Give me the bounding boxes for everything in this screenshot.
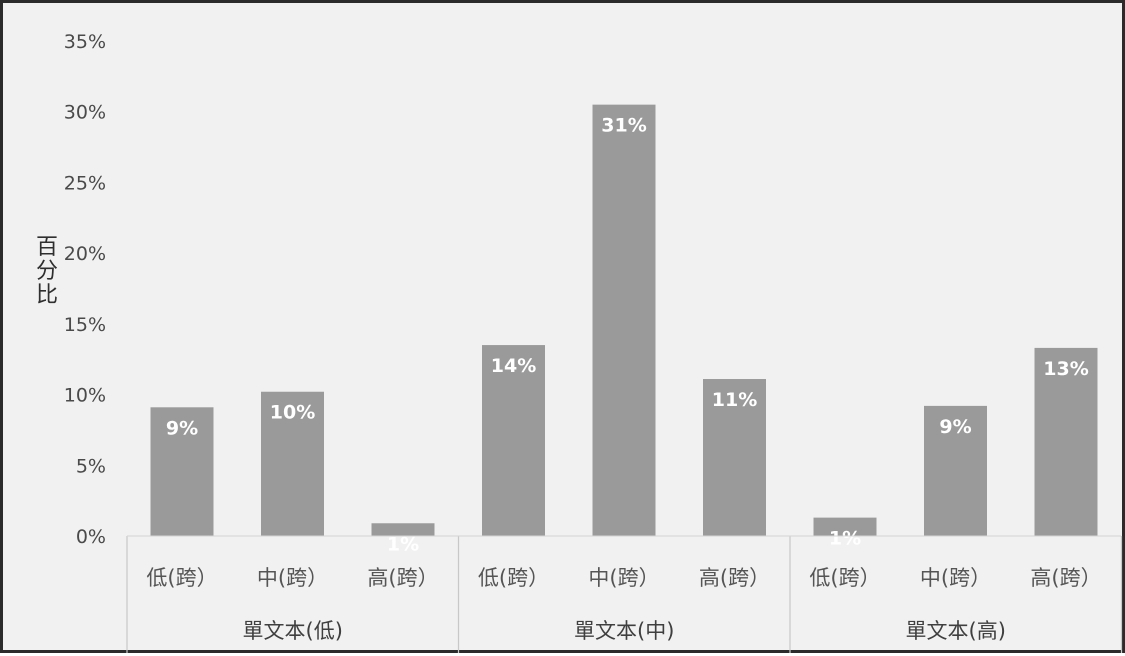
y-tick-label: 15% — [64, 314, 106, 336]
data-label: 11% — [712, 389, 757, 411]
category-label: 中(跨） — [920, 566, 991, 590]
group-label: 單文本(中) — [574, 619, 674, 643]
y-tick-label: 25% — [64, 172, 106, 194]
y-tick-label: 30% — [64, 102, 106, 124]
bar — [482, 345, 545, 536]
bar-chart: 百分比 0% 5% 10% 15% 20% 25% 30% 35% 9% 低(跨） 10% 中(跨） 1… — [36, 31, 1123, 653]
bar — [371, 523, 435, 536]
bar — [1034, 347, 1098, 536]
category-label: 高(跨） — [1030, 566, 1101, 590]
bar — [924, 405, 987, 536]
bar — [261, 391, 324, 536]
bar — [150, 407, 214, 536]
data-label: 9% — [939, 416, 971, 438]
y-axis-label-char: 分 — [36, 259, 58, 284]
data-label: 10% — [270, 402, 315, 424]
data-label: 1% — [829, 528, 861, 550]
category-label: 低(跨） — [478, 566, 549, 590]
bar — [703, 379, 766, 536]
data-label: 31% — [601, 115, 646, 137]
y-tick-label: 0% — [76, 526, 106, 548]
data-label: 13% — [1043, 358, 1088, 380]
y-axis-label-char: 比 — [36, 283, 58, 308]
bar — [592, 104, 656, 537]
y-tick-label: 10% — [64, 385, 106, 407]
bar — [813, 517, 877, 536]
data-label: 9% — [166, 417, 198, 439]
y-tick-label: 35% — [64, 31, 106, 53]
category-label: 中(跨） — [588, 566, 659, 590]
category-label: 高(跨） — [367, 566, 438, 590]
y-tick-label: 20% — [64, 243, 106, 265]
group-label: 單文本(低) — [243, 619, 343, 643]
data-label: 14% — [491, 355, 536, 377]
y-axis-label: 百分比 — [36, 235, 58, 308]
data-label: 1% — [387, 533, 419, 555]
category-label: 低(跨） — [146, 566, 217, 590]
category-label: 高(跨） — [699, 566, 770, 590]
y-tick-label: 5% — [76, 455, 106, 477]
category-label: 中(跨） — [257, 566, 328, 590]
y-axis-label-char: 百 — [36, 235, 58, 260]
category-label: 低(跨） — [809, 566, 880, 590]
group-label: 單文本(高) — [906, 619, 1006, 643]
